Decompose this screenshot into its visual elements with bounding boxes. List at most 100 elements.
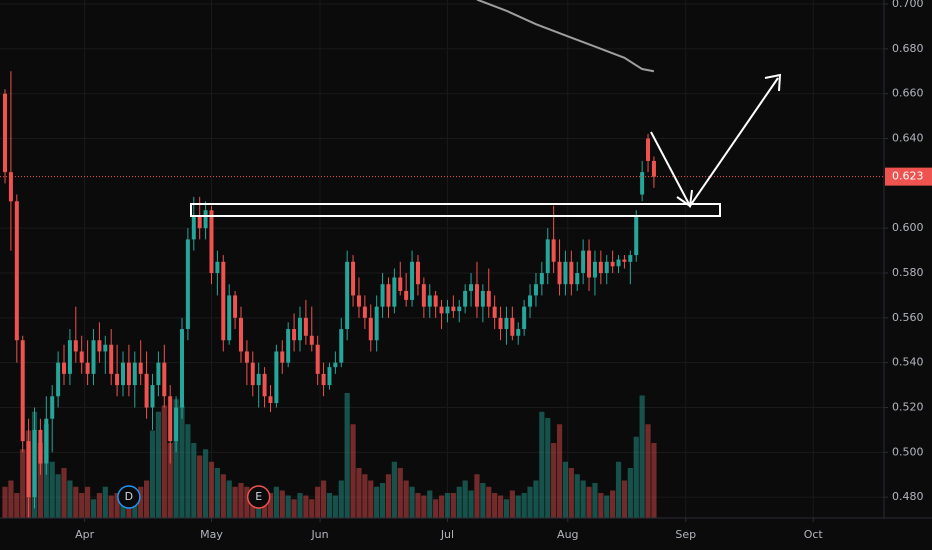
candle-body [463,290,468,307]
volume-bar [332,495,338,518]
volume-bar [155,411,161,518]
y-tick-label: 0.680 [892,42,924,55]
candle-body [368,317,373,341]
candle-body [604,261,609,274]
volume-bar [167,443,173,518]
volume-bar [61,468,67,518]
candle-body [191,216,196,240]
volume-bar [102,486,108,518]
volume-bar [161,405,167,518]
candles [0,0,884,520]
volume-bar [586,486,592,518]
candle-body [486,290,491,307]
candle-body [622,259,627,262]
y-tick-label: 0.580 [892,266,924,279]
candle-body [362,306,367,318]
candle-body [38,429,43,464]
volume-bar [438,495,445,518]
volume-bar [474,474,480,518]
volume-bar [645,424,651,518]
support-zone [190,203,721,217]
volume-bar [315,486,321,518]
candle-body [73,340,78,352]
candle-body [651,160,656,177]
candle-body [203,210,208,229]
candle-body [174,407,179,442]
candle-body [469,284,474,291]
candle-body [97,340,102,352]
volume-bar [108,495,114,518]
x-tick-label: Apr [75,528,95,541]
candle-body [292,329,297,341]
volume-bar [580,480,586,518]
volume-bar [444,493,451,518]
candle-body [286,329,291,363]
candle-body [20,340,25,442]
y-tick-label: 0.540 [892,356,924,369]
last-price-box [885,167,932,186]
candle-body [551,239,556,262]
volume-bar [527,486,533,518]
candle-body [457,306,462,312]
event-label: E [255,490,262,503]
volume-bar [8,480,14,518]
y-tick-label: 0.660 [892,87,924,100]
volume-bar [368,480,374,518]
candle-body [587,250,592,278]
volume-bar [362,474,368,518]
volume-bar [633,436,639,518]
candle-body [634,216,639,256]
volume-bar [143,480,150,518]
candle-body [421,284,426,307]
volume-bar [433,499,439,518]
volume-bar [191,443,197,518]
candle-body [533,284,538,296]
volume-bar [598,493,604,518]
candle-body [592,261,597,278]
volume-bar [149,430,156,518]
volume-bar [344,393,350,518]
volume-bar [297,493,303,518]
candle-body [221,261,226,341]
candle-body [386,284,391,307]
candle-body [333,362,338,368]
candle-body [109,344,114,374]
volume-bar [480,483,486,518]
candle-body [185,239,190,330]
candle-body [79,351,84,363]
volume-bar [468,490,474,518]
candle-body [62,362,67,374]
candle-body [516,329,521,336]
volume-bar [509,490,515,518]
y-tick-label: 0.520 [892,400,924,413]
candle-body [120,362,125,386]
volume-bar [20,449,26,518]
candle-body [557,261,562,285]
x-tick-label: Aug [557,528,578,541]
candle-body [132,362,137,386]
y-tick-label: 0.640 [892,132,924,145]
candle-body [327,367,332,386]
candle-body [315,344,320,374]
volume-bar [651,443,657,518]
candle-body [44,418,49,464]
volume-bar [533,480,539,518]
volume-bar [421,495,427,518]
candle-body [91,340,96,374]
volume-bar [397,468,403,518]
candle-body [404,290,409,300]
candle-body [227,295,232,341]
volume-bar [197,455,203,518]
volume-bar [379,483,386,518]
candle-body [640,172,645,195]
volume-bar [49,461,55,518]
volume-bar [238,483,244,518]
candle-body [297,317,302,341]
candle-body [498,317,503,330]
volume-bar [90,499,97,518]
volume-bar [244,486,250,518]
volume-bar [356,468,362,518]
volume-bar [303,495,309,518]
